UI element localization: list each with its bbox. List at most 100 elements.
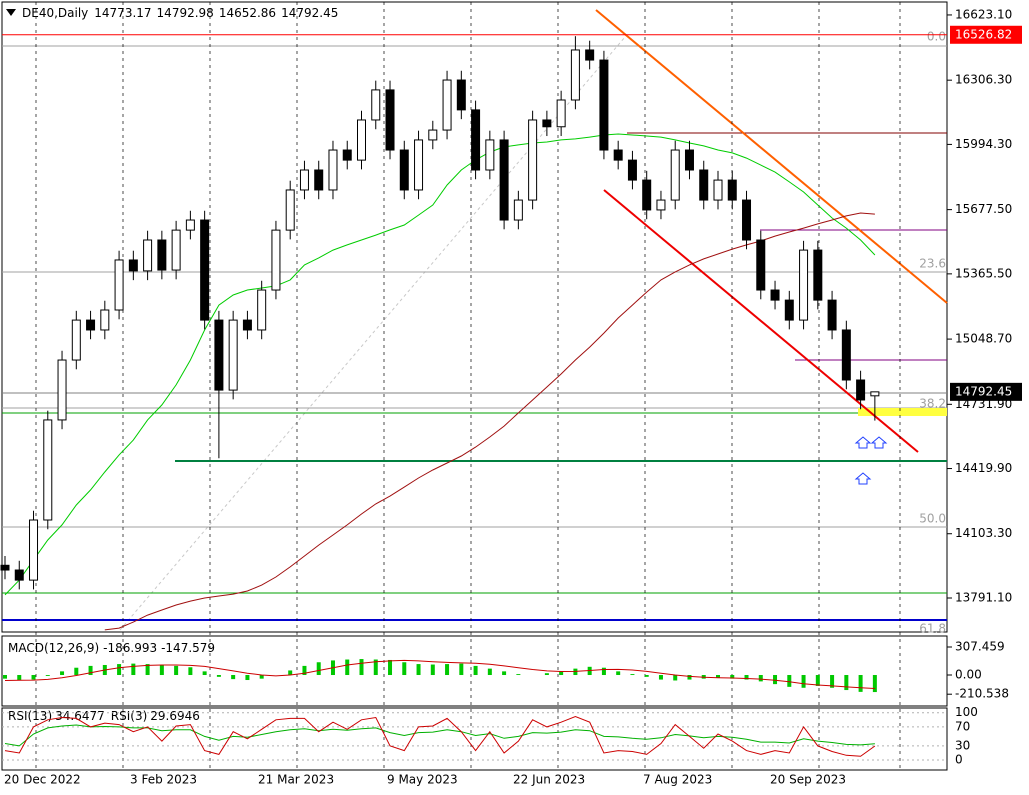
- header-open: 14773.17: [94, 6, 151, 20]
- macd-bar: [758, 675, 763, 682]
- y-tick-label: 14103.30: [955, 526, 1012, 540]
- candle-body: [841, 329, 851, 381]
- arrow: [870, 436, 888, 449]
- rsi-frame: [1, 707, 948, 771]
- macd-bar: [502, 671, 507, 676]
- x-tick-label: 9 May 2023: [387, 773, 458, 787]
- macd-bar: [801, 675, 806, 688]
- header-high: 14792.98: [157, 6, 214, 20]
- arrow: [854, 472, 872, 485]
- x-tick-label: 7 Aug 2023: [643, 773, 712, 787]
- y-tick-label: 307.459: [955, 639, 1005, 653]
- main-frame: [1, 1, 948, 633]
- candle-body: [314, 169, 324, 191]
- y-tick-label: 0: [955, 753, 963, 767]
- macd-bar: [316, 662, 321, 676]
- candle-body: [271, 229, 281, 291]
- header: DE40,Daily 14773.17 14792.98 14652.86 14792.…: [22, 6, 338, 20]
- macd-bar: [216, 675, 221, 677]
- candle-body: [870, 391, 880, 397]
- candle-body: [756, 239, 766, 291]
- y-tick-label: 13791.10: [955, 591, 1012, 605]
- rsi-name: RSI(13): [8, 709, 52, 723]
- candle-body: [699, 169, 709, 201]
- candle-body: [813, 249, 823, 301]
- candle-body: [613, 149, 623, 161]
- macd-bar: [259, 675, 264, 679]
- candle-body: [456, 79, 466, 111]
- y-tick-label: -210.538: [955, 687, 1009, 701]
- fib-diagonal: [119, 36, 626, 631]
- macd-bar: [117, 664, 122, 676]
- candle-body: [542, 119, 552, 128]
- macd-bar: [445, 664, 450, 676]
- y-tick-label: 16623.10: [955, 7, 1012, 21]
- macd-bar: [516, 674, 521, 676]
- y-tick-label: 30: [955, 738, 970, 752]
- x-tick-label: 21 Mar 2023: [258, 773, 334, 787]
- price-tag: [950, 382, 1022, 401]
- candle-body: [556, 99, 566, 128]
- macd-bar: [45, 675, 50, 676]
- candle-body: [29, 519, 39, 581]
- macd-bar: [858, 675, 863, 692]
- y-tick-label: 14419.90: [955, 461, 1012, 475]
- candle-body: [328, 149, 338, 191]
- macd-bar: [459, 663, 464, 676]
- macd-bar: [60, 671, 65, 676]
- macd-bar: [373, 659, 378, 676]
- macd-title: MACD(12,26,9) -186.993 -147.579: [8, 641, 215, 655]
- candle-body: [856, 379, 866, 401]
- candle-body: [285, 189, 295, 231]
- x-tick-label: 3 Feb 2023: [130, 773, 197, 787]
- header-close: 14792.45: [281, 6, 338, 20]
- macd-bar: [744, 675, 749, 680]
- y-tick-label: 70: [955, 719, 970, 733]
- x-tick-label: 20 Dec 2022: [4, 773, 81, 787]
- macd-bar: [787, 675, 792, 687]
- candle-body: [799, 249, 809, 321]
- candle-body: [128, 259, 138, 272]
- macd-bar: [658, 675, 663, 680]
- candle-body: [143, 239, 153, 272]
- trend-line: [595, 9, 948, 304]
- candle-body: [185, 219, 195, 231]
- fib-label: 38.2: [919, 397, 946, 411]
- rsi-value: 29.6946: [150, 709, 200, 723]
- candle-body: [428, 129, 438, 141]
- macd-name: MACD(12,26,9): [8, 641, 99, 655]
- rsi-line: [4, 724, 875, 747]
- y-tick-label: 16306.30: [955, 73, 1012, 87]
- macd-bar: [601, 667, 606, 676]
- candle-body: [513, 199, 523, 221]
- macd-bar: [844, 675, 849, 691]
- candle-body: [385, 89, 395, 151]
- macd-bar: [430, 664, 435, 676]
- candle-body: [299, 169, 309, 191]
- candle-body: [642, 179, 652, 211]
- macd-bar: [359, 659, 364, 676]
- y-tick-label: 15048.70: [955, 332, 1012, 346]
- y-tick-label: 0.00: [955, 668, 982, 682]
- candle-body: [471, 109, 481, 171]
- candle-body: [214, 319, 224, 391]
- candle-body: [57, 359, 67, 421]
- candle-body: [100, 309, 110, 331]
- candle-body: [86, 319, 96, 331]
- y-tick-label: 100: [955, 705, 978, 719]
- candle-body: [114, 259, 124, 311]
- macd-bar: [730, 675, 735, 679]
- candle-body: [742, 199, 752, 241]
- macd-bar: [231, 675, 236, 680]
- candle-body: [784, 299, 794, 321]
- candle-body: [499, 139, 509, 221]
- candle-body: [599, 59, 609, 151]
- candle-body: [399, 149, 409, 191]
- candle-body: [713, 179, 723, 201]
- macd-bar: [473, 665, 478, 676]
- candle-body: [0, 564, 10, 571]
- macd-bar: [773, 675, 778, 685]
- arrow: [854, 436, 872, 449]
- candle-body: [656, 199, 666, 211]
